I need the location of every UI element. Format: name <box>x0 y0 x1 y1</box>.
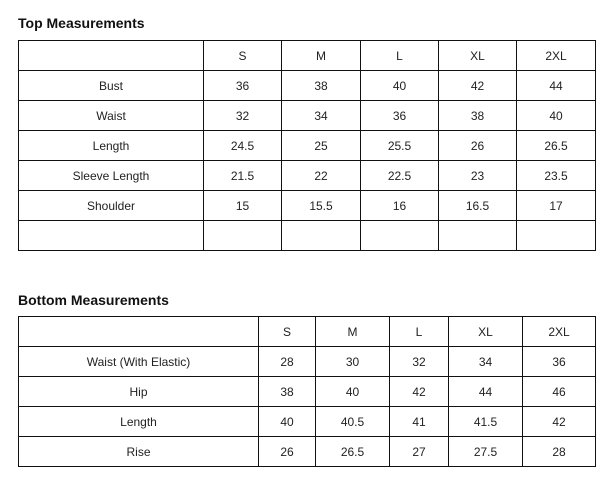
table-cell: 25 <box>281 130 361 161</box>
table-cell: XL <box>438 40 517 71</box>
row-label-cell: Rise <box>18 436 259 467</box>
table-cell: 26 <box>258 436 316 467</box>
header-row: S M L XL 2XL <box>18 316 596 347</box>
table-cell: 27.5 <box>448 436 523 467</box>
table-cell: 40.5 <box>315 406 390 437</box>
table-cell <box>281 220 361 251</box>
table-row: Sleeve Length 21.5 22 22.5 23 23.5 <box>18 160 596 191</box>
table-cell: 42 <box>438 70 517 101</box>
table-cell: 36 <box>522 346 596 377</box>
table-cell: 38 <box>281 70 361 101</box>
table-cell: M <box>281 40 361 71</box>
row-label-cell: Sleeve Length <box>18 160 204 191</box>
row-label-cell: Length <box>18 130 204 161</box>
table-cell: L <box>360 40 439 71</box>
table-row: Hip 38 40 42 44 46 <box>18 376 596 407</box>
bottom-measurements-table: S M L XL 2XL Waist (With Elastic) 28 30 32 34 36 Hi… <box>18 316 596 467</box>
table-cell: 23.5 <box>516 160 596 191</box>
table-cell: 25.5 <box>360 130 439 161</box>
table-cell: 30 <box>315 346 390 377</box>
row-label-cell: Waist (With Elastic) <box>18 346 259 377</box>
top-measurements-table: S M L XL 2XL Bust 36 38 40 42 44 Waist 32 34 36 38 40 Len… <box>18 40 596 251</box>
table-cell: 40 <box>516 100 596 131</box>
table-cell: 44 <box>448 376 523 407</box>
table-cell: 28 <box>522 436 596 467</box>
row-label-cell <box>18 40 204 71</box>
table-cell: 40 <box>315 376 390 407</box>
table-cell: M <box>315 316 390 347</box>
row-label-cell: Bust <box>18 70 204 101</box>
table-cell: L <box>389 316 449 347</box>
table-cell: 36 <box>203 70 282 101</box>
table-row: Shoulder 15 15.5 16 16.5 17 <box>18 190 596 221</box>
row-label-cell: Length <box>18 406 259 437</box>
top-measurements-title: Top Measurements <box>18 15 145 31</box>
table-cell: S <box>203 40 282 71</box>
table-cell: 34 <box>448 346 523 377</box>
table-cell: 17 <box>516 190 596 221</box>
table-cell: 2XL <box>516 40 596 71</box>
table-cell: 38 <box>258 376 316 407</box>
table-cell: 42 <box>389 376 449 407</box>
table-cell: 28 <box>258 346 316 377</box>
row-label-cell: Hip <box>18 376 259 407</box>
row-label-cell: Waist <box>18 100 204 131</box>
table-row: Waist (With Elastic) 28 30 32 34 36 <box>18 346 596 377</box>
table-cell: XL <box>448 316 523 347</box>
table-cell: 15.5 <box>281 190 361 221</box>
table-cell: 16 <box>360 190 439 221</box>
table-row: Waist 32 34 36 38 40 <box>18 100 596 131</box>
table-cell: 16.5 <box>438 190 517 221</box>
table-cell: 41.5 <box>448 406 523 437</box>
row-label-cell: Shoulder <box>18 190 204 221</box>
table-row: Rise 26 26.5 27 27.5 28 <box>18 436 596 467</box>
table-row: Length 40 40.5 41 41.5 42 <box>18 406 596 437</box>
bottom-measurements-title: Bottom Measurements <box>18 292 169 308</box>
table-cell: 27 <box>389 436 449 467</box>
table-cell: 32 <box>389 346 449 377</box>
table-cell: 40 <box>360 70 439 101</box>
header-row: S M L XL 2XL <box>18 40 596 71</box>
table-cell: 38 <box>438 100 517 131</box>
table-cell: 22.5 <box>360 160 439 191</box>
table-cell: 26 <box>438 130 517 161</box>
table-cell <box>360 220 439 251</box>
table-cell <box>203 220 282 251</box>
table-cell: 34 <box>281 100 361 131</box>
table-cell: 15 <box>203 190 282 221</box>
table-cell: 41 <box>389 406 449 437</box>
table-cell: S <box>258 316 316 347</box>
table-cell: 42 <box>522 406 596 437</box>
table-cell: 40 <box>258 406 316 437</box>
table-cell: 26.5 <box>516 130 596 161</box>
row-label-cell <box>18 316 259 347</box>
table-row: Bust 36 38 40 42 44 <box>18 70 596 101</box>
table-cell: 24.5 <box>203 130 282 161</box>
row-label-cell <box>18 220 204 251</box>
table-row: Length 24.5 25 25.5 26 26.5 <box>18 130 596 161</box>
table-cell: 23 <box>438 160 517 191</box>
table-cell: 46 <box>522 376 596 407</box>
table-cell: 32 <box>203 100 282 131</box>
table-cell: 44 <box>516 70 596 101</box>
table-cell: 2XL <box>522 316 596 347</box>
table-cell: 22 <box>281 160 361 191</box>
table-cell: 36 <box>360 100 439 131</box>
table-cell: 21.5 <box>203 160 282 191</box>
table-cell: 26.5 <box>315 436 390 467</box>
table-cell <box>438 220 517 251</box>
table-cell <box>516 220 596 251</box>
table-row <box>18 220 596 251</box>
